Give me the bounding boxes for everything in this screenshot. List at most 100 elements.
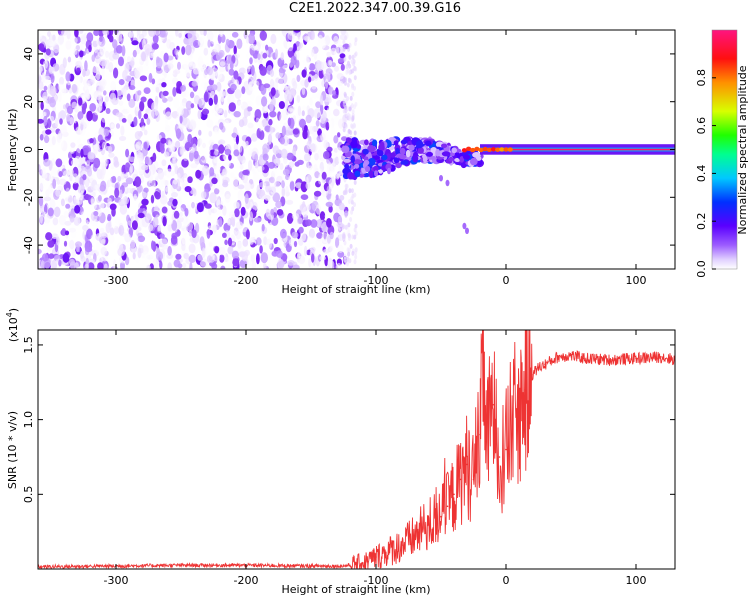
noise-cell xyxy=(188,56,193,68)
noise-cell xyxy=(348,188,352,194)
noise-cell xyxy=(353,123,356,129)
carrier-band-core xyxy=(482,148,675,151)
carrier-cell xyxy=(495,147,501,152)
noise-cell xyxy=(300,194,309,201)
signal-cell xyxy=(347,171,355,180)
noise-cell xyxy=(305,55,310,63)
noise-cell xyxy=(117,247,125,257)
noise-cell xyxy=(230,96,235,103)
noise-cell xyxy=(211,39,219,45)
noise-cell xyxy=(300,63,304,72)
noise-cell xyxy=(247,259,252,269)
colorbar-tick-label: 0.4 xyxy=(695,165,708,183)
noise-cell xyxy=(287,47,295,58)
noise-cell xyxy=(318,168,322,174)
noise-cell xyxy=(85,246,93,253)
noise-cell xyxy=(82,224,89,231)
signal-cell xyxy=(475,155,482,161)
noise-cell xyxy=(252,201,258,212)
noise-cell xyxy=(115,123,121,129)
noise-cell xyxy=(134,131,142,140)
noise-cell xyxy=(86,132,91,138)
snr-point xyxy=(661,356,663,358)
noise-cell xyxy=(259,245,263,254)
noise-cell xyxy=(278,78,284,84)
noise-cell xyxy=(344,189,348,195)
noise-cell xyxy=(207,30,214,42)
noise-cell xyxy=(45,48,51,56)
noise-cell xyxy=(218,30,224,38)
noise-cell xyxy=(237,99,241,106)
noise-cell xyxy=(71,173,79,184)
noise-cell xyxy=(208,97,214,106)
noise-cell xyxy=(167,245,172,256)
noise-cell xyxy=(224,118,232,124)
noise-cell xyxy=(291,220,298,229)
noise-cell xyxy=(249,238,254,245)
snr-point xyxy=(362,562,364,564)
noise-cell xyxy=(325,201,333,208)
noise-cell xyxy=(336,147,341,153)
noise-cell xyxy=(43,115,48,126)
noise-cell xyxy=(285,199,294,205)
noise-cell xyxy=(228,68,235,76)
noise-cell xyxy=(95,70,101,81)
noise-cell xyxy=(270,208,275,216)
noise-cell xyxy=(291,231,299,239)
noise-cell xyxy=(199,30,205,36)
signal-cell xyxy=(365,165,371,173)
noise-cell xyxy=(333,65,340,72)
carrier-cell xyxy=(503,147,509,152)
noise-cell xyxy=(319,161,325,173)
noise-cell xyxy=(101,66,105,77)
noise-cell xyxy=(199,137,203,147)
noise-cell xyxy=(251,261,256,269)
noise-cell xyxy=(200,191,207,199)
noise-cell xyxy=(348,54,352,60)
noise-cell xyxy=(316,42,323,48)
noise-cell xyxy=(350,209,354,215)
noise-cell xyxy=(213,157,220,164)
noise-cell xyxy=(305,160,310,172)
noise-cell xyxy=(136,151,143,158)
noise-cell xyxy=(157,224,162,232)
snr-point xyxy=(583,357,585,360)
noise-cell xyxy=(293,30,301,33)
noise-cell xyxy=(107,197,112,204)
noise-cell xyxy=(317,128,322,137)
noise-cell xyxy=(55,189,61,197)
noise-cell xyxy=(272,263,278,269)
noise-cell xyxy=(111,217,118,229)
noise-cell xyxy=(348,63,352,69)
noise-cell xyxy=(75,61,82,68)
noise-cell xyxy=(233,70,239,80)
noise-cell xyxy=(206,119,214,128)
noise-cell xyxy=(329,79,334,88)
noise-cell xyxy=(140,117,145,127)
noise-cell xyxy=(111,175,117,184)
noise-cell xyxy=(201,155,207,164)
snr-point xyxy=(485,441,488,443)
signal-cell xyxy=(354,170,361,178)
noise-cell xyxy=(95,241,102,253)
noise-cell xyxy=(158,121,163,131)
noise-cell xyxy=(66,30,71,40)
noise-cell xyxy=(177,191,183,198)
noise-cell xyxy=(132,144,140,152)
noise-cell xyxy=(80,148,84,158)
noise-cell xyxy=(219,66,226,73)
spectrogram-y-label: Frequency (Hz) xyxy=(6,109,19,192)
spectrogram-x-label: Height of straight line (km) xyxy=(281,283,430,296)
noise-cell xyxy=(124,162,131,172)
noise-cell xyxy=(183,252,189,260)
noise-cell xyxy=(151,185,156,194)
noise-cell xyxy=(189,262,193,269)
noise-cell xyxy=(119,99,125,110)
colorbar: 0.0 0.2 0.4 0.6 0.8 Normalized spectral ampl… xyxy=(695,29,749,278)
noise-cell xyxy=(216,81,222,92)
noise-cell xyxy=(132,49,137,58)
noise-cell xyxy=(90,234,96,243)
noise-cell xyxy=(249,57,253,65)
noise-cell xyxy=(329,231,334,240)
noise-cell xyxy=(235,134,239,145)
